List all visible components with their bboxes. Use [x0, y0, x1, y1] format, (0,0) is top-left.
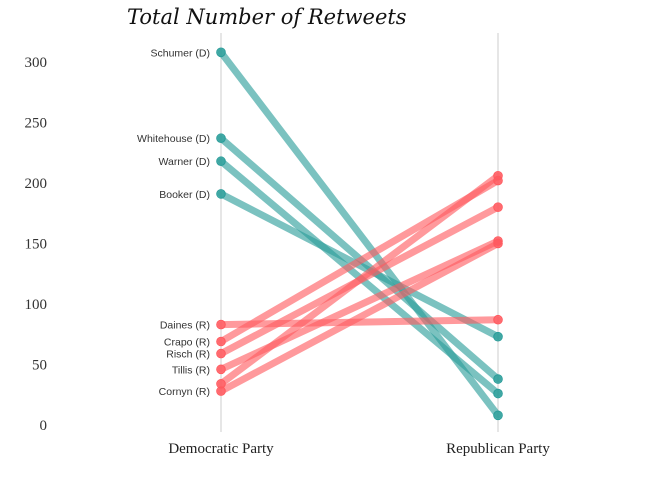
series-lines: [217, 48, 502, 419]
data-point: [493, 170, 503, 181]
data-point: [493, 202, 503, 212]
point-label: Risch (R): [166, 349, 210, 361]
chart-title: Total Number of Retweets: [127, 5, 407, 29]
data-point: [493, 238, 503, 249]
series-line: [217, 316, 502, 329]
point-labels: Schumer (D) Whitehouse (D) Warner (D) Booke…: [137, 47, 210, 398]
x-tick-label: Democratic Party: [168, 441, 274, 457]
data-point: [216, 386, 226, 396]
point-label: Tillis (R): [172, 364, 210, 376]
point-label: Warner (D): [158, 156, 210, 168]
y-tick-label: 50: [32, 358, 47, 374]
data-point: [216, 189, 226, 199]
series-line: [217, 240, 502, 395]
data-point: [216, 319, 226, 330]
y-axis: 0 50 100 150 200 250 300: [25, 55, 48, 434]
y-tick-label: 250: [25, 116, 48, 132]
series-line: [217, 172, 502, 388]
data-point: [493, 410, 503, 421]
y-tick-label: 150: [25, 237, 48, 253]
point-label: Daines (R): [160, 320, 210, 332]
data-point: [216, 156, 226, 167]
data-point: [493, 388, 503, 399]
data-point: [216, 348, 226, 359]
series-points: [216, 47, 503, 421]
x-axis: Democratic Party Republican Party: [168, 441, 550, 457]
data-point: [216, 47, 226, 58]
data-point: [493, 374, 503, 384]
data-point: [216, 133, 226, 144]
y-tick-label: 300: [25, 55, 48, 71]
series-line: [217, 190, 502, 341]
point-label: Crapo (R): [164, 337, 210, 349]
point-label: Whitehouse (D): [137, 133, 210, 145]
point-label: Booker (D): [159, 189, 210, 201]
y-tick-label: 100: [25, 297, 48, 313]
data-point: [216, 336, 226, 347]
y-tick-label: 0: [40, 418, 48, 434]
point-label: Cornyn (R): [159, 386, 210, 398]
data-point: [216, 364, 226, 375]
y-tick-label: 200: [25, 176, 48, 192]
data-point: [493, 314, 503, 325]
x-tick-label: Republican Party: [446, 441, 550, 457]
data-point: [493, 331, 503, 342]
point-label: Schumer (D): [150, 47, 210, 59]
